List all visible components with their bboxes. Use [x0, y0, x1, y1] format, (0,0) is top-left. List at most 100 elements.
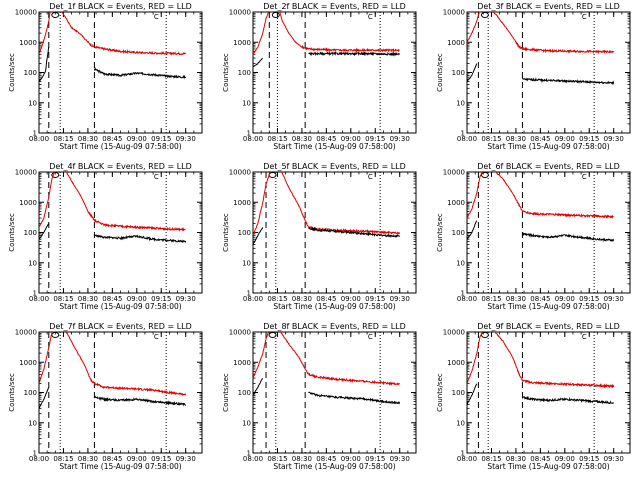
y-tick-label: 10	[28, 259, 37, 267]
x-axis-label: Start Time (15-Aug-09 07:58:00)	[59, 462, 181, 471]
panel-title: Det_5f BLACK = Events, RED = LLD	[263, 162, 406, 171]
x-tick-label: 08:30	[292, 135, 312, 143]
x-tick-label: 08:00	[29, 295, 49, 303]
x-tick-label: 09:15	[579, 455, 599, 463]
x-tick-label: 09:00	[555, 135, 575, 143]
events-series-line	[308, 226, 400, 239]
y-tick-label: 10000	[443, 9, 465, 17]
panel-title: Det_4f BLACK = Events, RED = LLD	[49, 162, 192, 171]
y-axis-label: Counts/sec	[8, 373, 16, 412]
saa-marker-icon	[51, 12, 60, 18]
y-axis-label: Counts/sec	[8, 213, 16, 252]
x-axis-label: Start Time (15-Aug-09 07:58:00)	[273, 142, 395, 151]
x-tick-label: 08:00	[243, 455, 263, 463]
y-tick-label: 1	[33, 450, 37, 458]
detector-panel-1: Det_1f BLACK = Events, RED = LLD 1 10 100 10…	[8, 2, 203, 151]
x-tick-label: 08:45	[530, 455, 550, 463]
y-tick-label: 10000	[443, 329, 465, 337]
x-axis-label: Start Time (15-Aug-09 07:58:00)	[487, 142, 609, 151]
bracket-marker: C	[582, 13, 587, 21]
x-tick-label: 08:15	[267, 295, 287, 303]
detector-panel-6: Det_6f BLACK = Events, RED = LLD 1 10 100 10…	[436, 162, 631, 311]
x-tick-label: 08:45	[316, 135, 336, 143]
x-tick-label: 09:15	[151, 135, 171, 143]
events-series-line	[94, 395, 186, 407]
y-tick-label: 100	[238, 69, 251, 77]
y-tick-label: 10	[28, 419, 37, 427]
x-axis-label: Start Time (15-Aug-09 07:58:00)	[59, 142, 181, 151]
y-tick-label: 100	[452, 229, 465, 237]
events-series-line	[39, 387, 50, 409]
lld-series-line	[39, 12, 187, 56]
y-tick-label: 1000	[19, 39, 37, 47]
lld-series-line	[467, 12, 615, 55]
x-tick-label: 09:30	[390, 295, 410, 303]
x-tick-label: 08:00	[457, 455, 477, 463]
x-axis-label: Start Time (15-Aug-09 07:58:00)	[273, 302, 395, 311]
saa-marker-icon	[480, 332, 489, 338]
events-series-line	[39, 223, 50, 240]
x-tick-label: 08:15	[53, 455, 73, 463]
lld-series-line	[253, 172, 401, 236]
events-series-line	[253, 378, 264, 396]
x-tick-label: 08:30	[506, 135, 526, 143]
plot-frame	[38, 171, 203, 294]
saa-marker-icon	[480, 172, 489, 178]
y-tick-label: 1000	[447, 359, 465, 367]
x-tick-label: 09:30	[176, 135, 196, 143]
x-tick-label: 08:00	[243, 135, 263, 143]
x-tick-label: 09:00	[127, 135, 147, 143]
panel-title: Det_2f BLACK = Events, RED = LLD	[263, 2, 406, 11]
x-tick-label: 09:15	[579, 135, 599, 143]
y-tick-label: 10000	[15, 169, 37, 177]
y-tick-label: 1000	[233, 199, 251, 207]
y-tick-label: 10000	[15, 9, 37, 17]
y-axis-label: Counts/sec	[436, 53, 444, 92]
x-tick-label: 09:15	[151, 295, 171, 303]
bracket-marker: C	[368, 173, 373, 181]
lld-series-line	[39, 172, 186, 232]
x-tick-label: 08:45	[530, 135, 550, 143]
x-tick-label: 08:00	[457, 295, 477, 303]
detector-panel-2: Det_2f BLACK = Events, RED = LLD 1 10 100 10…	[222, 2, 417, 151]
x-tick-label: 08:30	[78, 135, 98, 143]
y-tick-label: 100	[452, 389, 465, 397]
y-tick-label: 100	[452, 69, 465, 77]
x-tick-label: 09:15	[365, 295, 385, 303]
events-series-line	[39, 46, 50, 82]
x-tick-label: 08:15	[481, 295, 501, 303]
bracket-marker: C	[582, 173, 587, 181]
bracket-marker: C	[154, 333, 159, 341]
x-tick-label: 08:15	[481, 455, 501, 463]
events-series-line	[467, 63, 478, 82]
y-tick-label: 1000	[19, 359, 37, 367]
x-tick-label: 09:30	[390, 455, 410, 463]
panel-title: Det_8f BLACK = Events, RED = LLD	[263, 322, 406, 331]
x-tick-label: 08:15	[481, 135, 501, 143]
y-tick-label: 1000	[19, 199, 37, 207]
x-tick-label: 08:15	[267, 135, 287, 143]
y-tick-label: 1000	[233, 39, 251, 47]
lld-series-line	[253, 332, 400, 387]
y-tick-label: 10	[242, 99, 251, 107]
detector-panel-4: Det_4f BLACK = Events, RED = LLD 1 10 100 10…	[8, 162, 203, 311]
y-tick-label: 10	[242, 419, 251, 427]
y-tick-label: 1	[461, 130, 465, 138]
x-tick-label: 08:15	[267, 455, 287, 463]
x-tick-label: 08:45	[102, 455, 122, 463]
x-tick-label: 08:15	[53, 295, 73, 303]
x-tick-label: 09:30	[604, 135, 624, 143]
detector-panel-8: Det_8f BLACK = Events, RED = LLD 1 10 100 10…	[222, 322, 417, 471]
x-tick-label: 09:00	[341, 295, 361, 303]
x-tick-label: 09:15	[579, 295, 599, 303]
bracket-marker: C	[154, 13, 159, 21]
y-tick-label: 100	[238, 389, 251, 397]
x-tick-label: 09:00	[555, 455, 575, 463]
detector-panel-5: Det_5f BLACK = Events, RED = LLD 1 10 100 10…	[222, 162, 417, 311]
x-tick-label: 08:30	[78, 455, 98, 463]
panel-title: Det_1f BLACK = Events, RED = LLD	[49, 2, 192, 11]
bracket-marker: C	[582, 333, 587, 341]
y-tick-label: 1	[247, 450, 251, 458]
y-tick-label: 10	[456, 99, 465, 107]
y-tick-label: 1	[33, 290, 37, 298]
